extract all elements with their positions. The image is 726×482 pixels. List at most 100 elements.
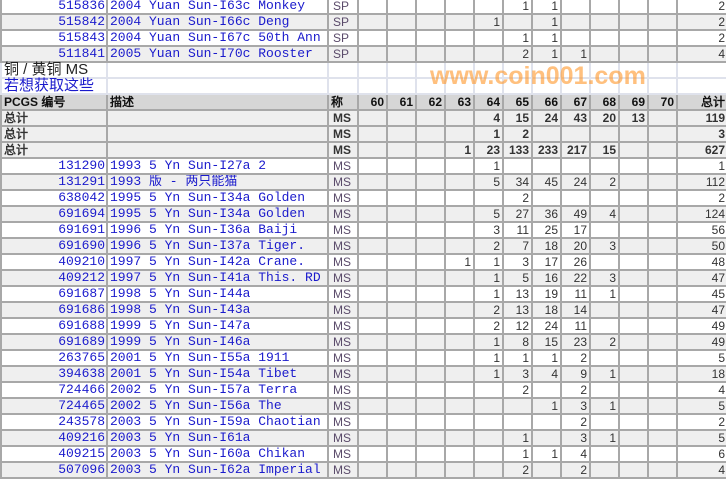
grade-count-67[interactable]: 11 (560, 317, 591, 335)
grade-count-63[interactable]: 1 (444, 253, 475, 271)
description-link[interactable]: 1997 5 Yn Sun-I41a This. RD (106, 269, 329, 287)
grade-count-66[interactable]: 4 (531, 365, 562, 383)
pcgs-number-link[interactable]: 638042 (0, 189, 108, 207)
description-link[interactable]: 1999 5 Yn Sun-I46a (106, 333, 329, 351)
pcgs-number-link[interactable]: 263765 (0, 349, 108, 367)
grade-count-64[interactable]: 2 (473, 237, 504, 255)
grade-count-68[interactable]: 1 (589, 429, 620, 447)
description-link[interactable]: 1996 5 Yn Sun-I36a Baiji (106, 221, 329, 239)
grade-count-65[interactable]: 12 (502, 317, 533, 335)
grade-count-64[interactable]: 1 (473, 365, 504, 383)
grade-count-66[interactable]: 24 (531, 317, 562, 335)
grade-count-64[interactable]: 1 (473, 157, 504, 175)
pcgs-number-link[interactable]: 691690 (0, 237, 108, 255)
grade-count-65[interactable]: 3 (502, 365, 533, 383)
grade-count-67[interactable]: 2 (560, 413, 591, 431)
grade-count-67[interactable]: 2 (560, 461, 591, 479)
pcgs-number-link[interactable]: 394638 (0, 365, 108, 383)
pcgs-number-link[interactable]: 131290 (0, 157, 108, 175)
grade-count-65[interactable]: 1 (502, 0, 533, 15)
grade-count-68[interactable]: 1 (589, 397, 620, 415)
grade-count-66[interactable]: 15 (531, 333, 562, 351)
grade-count-67[interactable]: 2 (560, 349, 591, 367)
grade-count-67[interactable]: 26 (560, 253, 591, 271)
grade-count-67[interactable]: 24 (560, 173, 591, 191)
grade-count-66[interactable]: 1 (531, 445, 562, 463)
pcgs-number-link[interactable]: 507096 (0, 461, 108, 479)
grade-count-65[interactable]: 34 (502, 173, 533, 191)
grade-count-67[interactable]: 1 (560, 45, 591, 63)
grade-count-64[interactable]: 1 (473, 349, 504, 367)
grade-count-65[interactable]: 2 (502, 189, 533, 207)
pcgs-number-link[interactable]: 691686 (0, 301, 108, 319)
grade-count-65[interactable]: 1 (502, 349, 533, 367)
grade-count-66[interactable]: 1 (531, 29, 562, 47)
section-link[interactable]: 若想获取这些 (4, 77, 95, 94)
grade-count-68[interactable]: 1 (589, 285, 620, 303)
grade-count-67[interactable]: 2 (560, 381, 591, 399)
grade-count-64[interactable]: 2 (473, 301, 504, 319)
grade-count-68[interactable]: 4 (589, 205, 620, 223)
description-link[interactable]: 1993 5 Yn Sun-I27a 2 (106, 157, 329, 175)
grade-count-68[interactable]: 1 (589, 365, 620, 383)
grade-count-64[interactable]: 2 (473, 317, 504, 335)
pcgs-number-link[interactable]: 409216 (0, 429, 108, 447)
description-link[interactable]: 1999 5 Yn Sun-I47a (106, 317, 329, 335)
grade-count-68[interactable]: 3 (589, 237, 620, 255)
description-link[interactable]: 2002 5 Yn Sun-I57a Terra (106, 381, 329, 399)
pcgs-number-link[interactable]: 409215 (0, 445, 108, 463)
pcgs-number-link[interactable]: 515842 (0, 13, 108, 31)
grade-count-67[interactable]: 3 (560, 429, 591, 447)
pcgs-number-link[interactable]: 511841 (0, 45, 108, 63)
description-link[interactable]: 2003 5 Yn Sun-I61a (106, 429, 329, 447)
grade-count-67[interactable]: 20 (560, 237, 591, 255)
grade-count-64[interactable]: 3 (473, 221, 504, 239)
grade-count-67[interactable]: 14 (560, 301, 591, 319)
description-link[interactable]: 1995 5 Yn Sun-I34a Golden (106, 205, 329, 223)
grade-count-67[interactable]: 17 (560, 221, 591, 239)
description-link[interactable]: 2004 Yuan Sun-I63c Monkey (106, 0, 329, 15)
grade-count-68[interactable]: 2 (589, 333, 620, 351)
grade-count-67[interactable]: 3 (560, 397, 591, 415)
grade-count-66[interactable]: 45 (531, 173, 562, 191)
grade-count-65[interactable]: 13 (502, 301, 533, 319)
grade-count-67[interactable]: 22 (560, 269, 591, 287)
grade-count-65[interactable]: 13 (502, 285, 533, 303)
grade-count-65[interactable]: 8 (502, 333, 533, 351)
pcgs-number-link[interactable]: 515836 (0, 0, 108, 15)
grade-count-64[interactable]: 5 (473, 205, 504, 223)
description-link[interactable]: 1998 5 Yn Sun-I44a (106, 285, 329, 303)
description-link[interactable]: 2004 Yuan Sun-I66c Deng (106, 13, 329, 31)
pcgs-number-link[interactable]: 409212 (0, 269, 108, 287)
description-link[interactable]: 2003 5 Yn Sun-I62a Imperial (106, 461, 329, 479)
grade-count-64[interactable]: 1 (473, 333, 504, 351)
grade-count-67[interactable]: 9 (560, 365, 591, 383)
description-link[interactable]: 1997 5 Yn Sun-I42a Crane. (106, 253, 329, 271)
description-link[interactable]: 2002 5 Yn Sun-I56a The (106, 397, 329, 415)
grade-count-68[interactable]: 2 (589, 173, 620, 191)
description-link[interactable]: 2003 5 Yn Sun-I59a Chaotian (106, 413, 329, 431)
grade-count-66[interactable]: 1 (531, 13, 562, 31)
grade-count-64[interactable]: 5 (473, 173, 504, 191)
description-link[interactable]: 2001 5 Yn Sun-I54a Tibet (106, 365, 329, 383)
grade-count-66[interactable]: 1 (531, 349, 562, 367)
grade-count-66[interactable]: 1 (531, 397, 562, 415)
description-link[interactable]: 1996 5 Yn Sun-I37a Tiger. (106, 237, 329, 255)
description-link[interactable]: 2004 Yuan Sun-I67c 50th Ann (106, 29, 329, 47)
grade-count-64[interactable]: 1 (473, 285, 504, 303)
pcgs-number-link[interactable]: 691687 (0, 285, 108, 303)
grade-count-65[interactable]: 27 (502, 205, 533, 223)
grade-count-65[interactable]: 3 (502, 253, 533, 271)
pcgs-number-link[interactable]: 243578 (0, 413, 108, 431)
grade-count-67[interactable]: 11 (560, 285, 591, 303)
description-link[interactable]: 1993 版 - 两只能猫 (106, 173, 329, 191)
grade-count-65[interactable]: 2 (502, 461, 533, 479)
description-link[interactable]: 2005 Yuan Sun-I70c Rooster (106, 45, 329, 63)
pcgs-number-link[interactable]: 724465 (0, 397, 108, 415)
description-link[interactable]: 2001 5 Yn Sun-I55a 1911 (106, 349, 329, 367)
pcgs-number-link[interactable]: 409210 (0, 253, 108, 271)
pcgs-number-link[interactable]: 724466 (0, 381, 108, 399)
grade-count-66[interactable]: 1 (531, 45, 562, 63)
grade-count-65[interactable]: 2 (502, 45, 533, 63)
grade-count-66[interactable]: 18 (531, 301, 562, 319)
